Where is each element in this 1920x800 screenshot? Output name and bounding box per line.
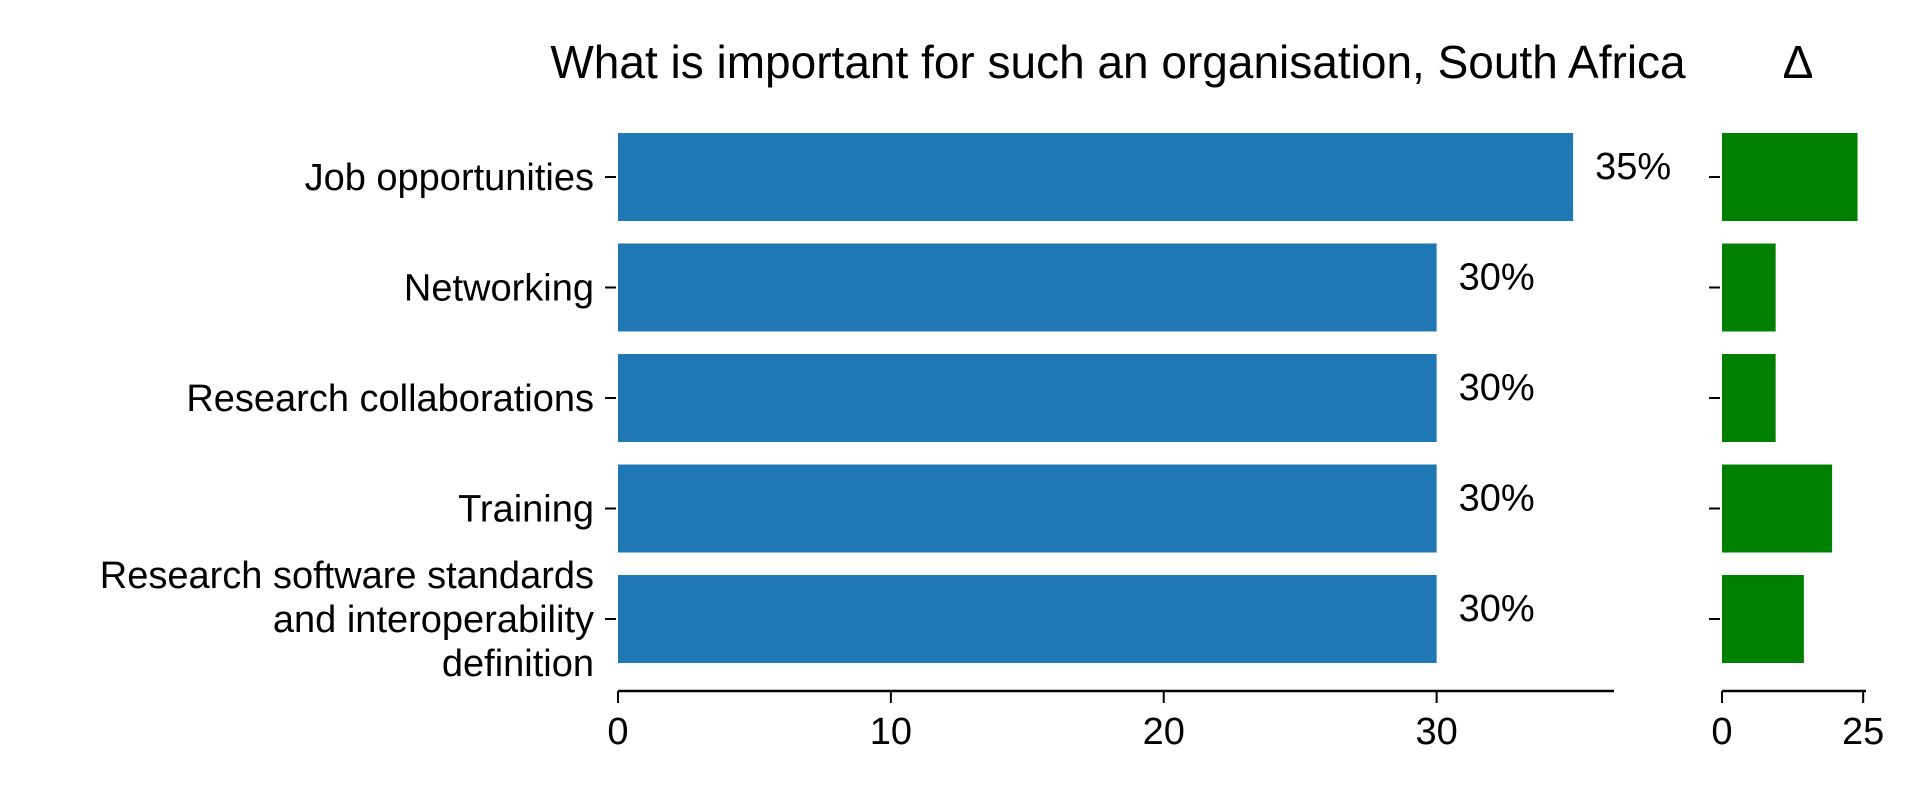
delta-bar [1722,354,1776,442]
category-label: Networking [404,268,594,310]
x-tick-label: 10 [870,711,912,753]
category-label-line: and interoperability [273,599,594,641]
delta-x-tick-label: 0 [1711,711,1732,753]
category-label-line: Job opportunities [305,157,594,199]
category-label-line: Training [458,489,594,531]
delta-bar [1722,464,1833,553]
category-label-line: Research collaborations [186,378,594,420]
data-label: 30% [1459,588,1535,630]
category-label-line: Research software standards [100,555,594,597]
main-bar-panel: Job opportunities 35% Networking 30% Researc… [100,133,1671,753]
bar [618,354,1437,442]
category-label: Research software standards and interoper… [100,555,594,685]
category-label: Research collaborations [186,378,594,420]
delta-bar [1722,575,1804,663]
data-label: 30% [1459,367,1535,409]
delta-bar-panel: 0 25 [1709,133,1884,753]
delta-panel-title: Δ [1783,36,1814,88]
x-tick-label: 20 [1143,711,1185,753]
chart-title: What is important for such an organisati… [550,36,1686,88]
category-label-line: definition [442,643,594,685]
bar [618,243,1437,332]
bar [618,575,1437,663]
delta-bar [1722,133,1858,221]
bar [618,133,1574,221]
delta-bar [1722,243,1776,332]
data-label: 30% [1459,478,1535,520]
category-label-line: Networking [404,268,594,310]
bar [618,464,1437,553]
category-label: Training [458,489,594,531]
x-tick-label: 0 [607,711,628,753]
category-label: Job opportunities [305,157,594,199]
data-label: 35% [1595,146,1671,188]
data-label: 30% [1459,257,1535,299]
delta-x-tick-label: 25 [1842,711,1884,753]
x-tick-label: 30 [1415,711,1457,753]
